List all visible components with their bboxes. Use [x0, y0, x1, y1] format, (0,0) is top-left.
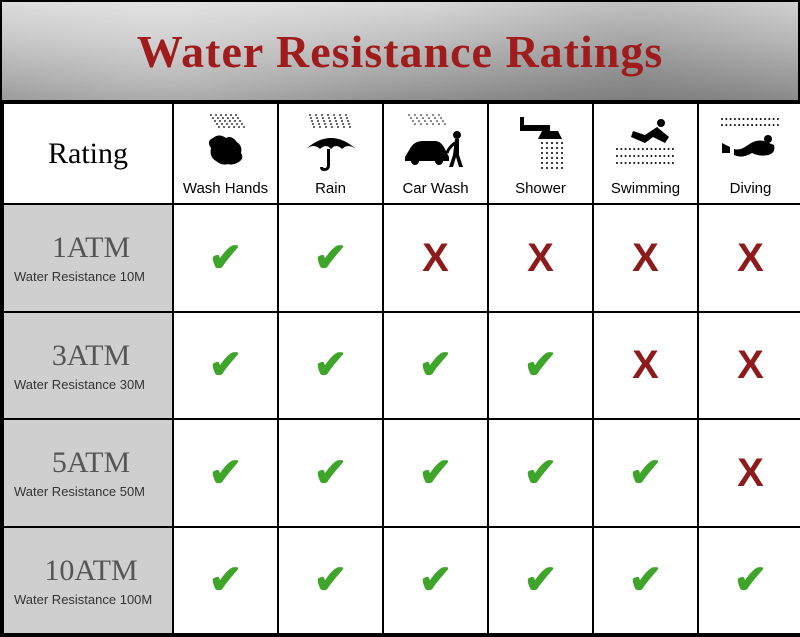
mark-cell: ✔	[278, 527, 383, 635]
mark-cell: X	[593, 312, 698, 420]
title-header: Water Resistance Ratings	[2, 2, 798, 102]
table-header-row: Rating Wash Hands Rain Car Wash Shower Swimm…	[3, 103, 800, 204]
rating-subtitle: Water Resistance 30M	[14, 377, 168, 392]
table-body: 1ATM Water Resistance 10M ✔ ✔ X X X X 3ATM Water …	[3, 204, 800, 634]
cross-icon: X	[527, 238, 554, 278]
rating-atm: 1ATM	[14, 231, 168, 265]
mark-cell: X	[698, 419, 800, 527]
chart-container: Water Resistance Ratings Rating Wash Han…	[0, 0, 800, 637]
mark-cell: X	[698, 312, 800, 420]
rain-icon	[283, 108, 378, 178]
check-icon: ✔	[209, 345, 243, 385]
check-icon: ✔	[314, 560, 348, 600]
swimming-icon	[598, 108, 693, 178]
mark-cell: ✔	[278, 419, 383, 527]
car-wash-icon	[388, 108, 483, 178]
table-row: 1ATM Water Resistance 10M ✔ ✔ X X X X	[3, 204, 800, 312]
rating-atm: 3ATM	[14, 339, 168, 373]
table-row: 3ATM Water Resistance 30M ✔ ✔ ✔ ✔ X X	[3, 312, 800, 420]
shower-icon	[493, 108, 588, 178]
activity-header-swimming: Swimming	[593, 103, 698, 204]
mark-cell: ✔	[173, 312, 278, 420]
rating-cell: 1ATM Water Resistance 10M	[3, 204, 173, 312]
rating-atm: 10ATM	[14, 554, 168, 588]
cross-icon: X	[737, 453, 764, 493]
rating-cell: 5ATM Water Resistance 50M	[3, 419, 173, 527]
mark-cell: ✔	[593, 419, 698, 527]
ratings-table: Rating Wash Hands Rain Car Wash Shower Swimm…	[2, 102, 800, 635]
mark-cell: ✔	[278, 312, 383, 420]
cross-icon: X	[632, 345, 659, 385]
check-icon: ✔	[524, 560, 558, 600]
activity-header-rain: Rain	[278, 103, 383, 204]
check-icon: ✔	[524, 453, 558, 493]
activity-header-car-wash: Car Wash	[383, 103, 488, 204]
rating-cell: 3ATM Water Resistance 30M	[3, 312, 173, 420]
wash-hands-icon	[178, 108, 273, 178]
mark-cell: ✔	[593, 527, 698, 635]
rating-cell: 10ATM Water Resistance 100M	[3, 527, 173, 635]
mark-cell: ✔	[488, 419, 593, 527]
mark-cell: ✔	[173, 204, 278, 312]
check-icon: ✔	[209, 560, 243, 600]
activity-header-diving: Diving	[698, 103, 800, 204]
check-icon: ✔	[314, 345, 348, 385]
cross-icon: X	[737, 238, 764, 278]
mark-cell: ✔	[173, 527, 278, 635]
cross-icon: X	[632, 238, 659, 278]
mark-cell: ✔	[488, 527, 593, 635]
mark-cell: X	[488, 204, 593, 312]
mark-cell: ✔	[278, 204, 383, 312]
mark-cell: ✔	[698, 527, 800, 635]
rating-subtitle: Water Resistance 10M	[14, 269, 168, 284]
mark-cell: X	[383, 204, 488, 312]
check-icon: ✔	[314, 238, 348, 278]
rating-subtitle: Water Resistance 100M	[14, 592, 168, 607]
cross-icon: X	[737, 345, 764, 385]
rating-atm: 5ATM	[14, 446, 168, 480]
check-icon: ✔	[209, 238, 243, 278]
mark-cell: ✔	[383, 312, 488, 420]
activity-label: Rain	[283, 180, 378, 197]
mark-cell: ✔	[383, 527, 488, 635]
activity-header-wash-hands: Wash Hands	[173, 103, 278, 204]
activity-header-shower: Shower	[488, 103, 593, 204]
check-icon: ✔	[209, 453, 243, 493]
check-icon: ✔	[629, 560, 663, 600]
activity-label: Diving	[703, 180, 798, 197]
check-icon: ✔	[734, 560, 768, 600]
rating-column-header: Rating	[3, 103, 173, 204]
mark-cell: ✔	[173, 419, 278, 527]
mark-cell: ✔	[488, 312, 593, 420]
table-row: 5ATM Water Resistance 50M ✔ ✔ ✔ ✔ ✔ X	[3, 419, 800, 527]
activity-label: Swimming	[598, 180, 693, 197]
activity-label: Shower	[493, 180, 588, 197]
mark-cell: ✔	[383, 419, 488, 527]
check-icon: ✔	[314, 453, 348, 493]
check-icon: ✔	[419, 560, 453, 600]
check-icon: ✔	[524, 345, 558, 385]
table-row: 10ATM Water Resistance 100M ✔ ✔ ✔ ✔ ✔ ✔	[3, 527, 800, 635]
cross-icon: X	[422, 238, 449, 278]
check-icon: ✔	[419, 453, 453, 493]
activity-label: Car Wash	[388, 180, 483, 197]
check-icon: ✔	[629, 453, 663, 493]
activity-label: Wash Hands	[178, 180, 273, 197]
check-icon: ✔	[419, 345, 453, 385]
page-title: Water Resistance Ratings	[137, 25, 664, 78]
mark-cell: X	[593, 204, 698, 312]
rating-subtitle: Water Resistance 50M	[14, 484, 168, 499]
mark-cell: X	[698, 204, 800, 312]
diving-icon	[703, 108, 798, 178]
